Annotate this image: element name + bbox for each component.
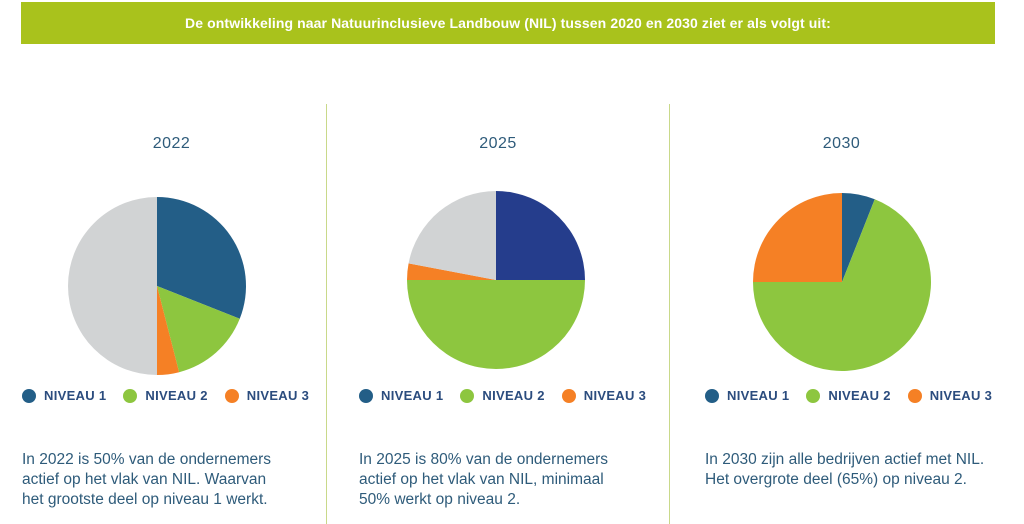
pie-slice-niveau-1: [157, 197, 246, 319]
legend-item-niveau-3: NIVEAU 3: [224, 388, 310, 403]
pie-slice-niveau-1: [496, 191, 585, 280]
legend-label: NIVEAU 1: [381, 388, 444, 403]
chart-title: 2022: [152, 135, 191, 152]
chart-panel-2030: 2030 NIVEAU 1 NIVEAU 2 NIVEAU 3 In 2030 …: [670, 104, 1024, 524]
pie-chart: [407, 191, 585, 369]
legend-item-niveau-3: NIVEAU 3: [907, 388, 993, 403]
legend-label: NIVEAU 2: [145, 388, 208, 403]
legend-dot-icon: [907, 388, 922, 403]
pie-slice-niveau-3: [407, 263, 496, 280]
legend-dot-icon: [705, 388, 719, 403]
pie-slice-overig: [68, 197, 157, 375]
panel-description: In 2030 zijn alle bedrijven actief met N…: [705, 451, 985, 488]
legend-dot-icon: [22, 388, 36, 403]
legend-label: NIVEAU 2: [482, 388, 545, 403]
legend-item-niveau-1: NIVEAU 1: [22, 388, 106, 403]
panel-description: In 2025 is 80% van de ondernemers actief…: [359, 451, 609, 508]
legend-item-niveau-2: NIVEAU 2: [460, 388, 544, 403]
legend: NIVEAU 1 NIVEAU 2 NIVEAU 3: [359, 388, 663, 403]
pie-slice-niveau-3: [753, 193, 842, 282]
legend-dot-icon: [224, 388, 239, 403]
chart-panel-2025: 2025 NIVEAU 1 NIVEAU 2 NIVEAU 3 In 2025 …: [327, 104, 669, 524]
legend-dot-icon: [123, 388, 138, 403]
pie-slice-niveau-3: [157, 286, 180, 375]
pie-chart: [753, 193, 931, 372]
pie-slice-niveau-2: [157, 286, 240, 373]
legend-item-niveau-1: NIVEAU 1: [359, 388, 443, 403]
legend-label: NIVEAU 3: [929, 388, 993, 403]
legend-item-niveau-2: NIVEAU 2: [123, 388, 207, 403]
legend-label: NIVEAU 3: [246, 388, 310, 403]
pie-slice-overig: [408, 191, 496, 280]
chart-panel-2022: 2022 NIVEAU 1 NIVEAU 2 NIVEAU 3 In 2022 …: [0, 104, 343, 524]
pie-chart: [68, 197, 246, 375]
banner-text: De ontwikkeling naar Natuurinclusieve La…: [185, 15, 831, 31]
legend-label: NIVEAU 2: [828, 388, 891, 403]
legend-dot-icon: [359, 388, 373, 403]
chart-title: 2025: [479, 135, 517, 152]
legend-label: NIVEAU 1: [727, 388, 790, 403]
pie-slice-niveau-1: [842, 193, 875, 282]
legend: NIVEAU 1 NIVEAU 2 NIVEAU 3: [705, 388, 1009, 403]
legend-dot-icon: [460, 388, 475, 403]
legend-label: NIVEAU 3: [583, 388, 647, 403]
header-banner: De ontwikkeling naar Natuurinclusieve La…: [21, 2, 995, 44]
panel-divider: [326, 104, 327, 524]
chart-title: 2030: [822, 135, 861, 152]
legend-item-niveau-1: NIVEAU 1: [705, 388, 789, 403]
panel-description: In 2022 is 50% van de ondernemers actief…: [22, 451, 272, 508]
pie-slice-niveau-2: [753, 199, 931, 372]
legend-label: NIVEAU 1: [44, 388, 107, 403]
legend-dot-icon: [806, 388, 821, 403]
legend-item-niveau-3: NIVEAU 3: [561, 388, 647, 403]
pie-slice-niveau-2: [407, 280, 585, 369]
panel-divider: [669, 104, 670, 524]
legend-item-niveau-2: NIVEAU 2: [806, 388, 890, 403]
legend: NIVEAU 1 NIVEAU 2 NIVEAU 3: [22, 388, 326, 403]
legend-dot-icon: [561, 388, 576, 403]
